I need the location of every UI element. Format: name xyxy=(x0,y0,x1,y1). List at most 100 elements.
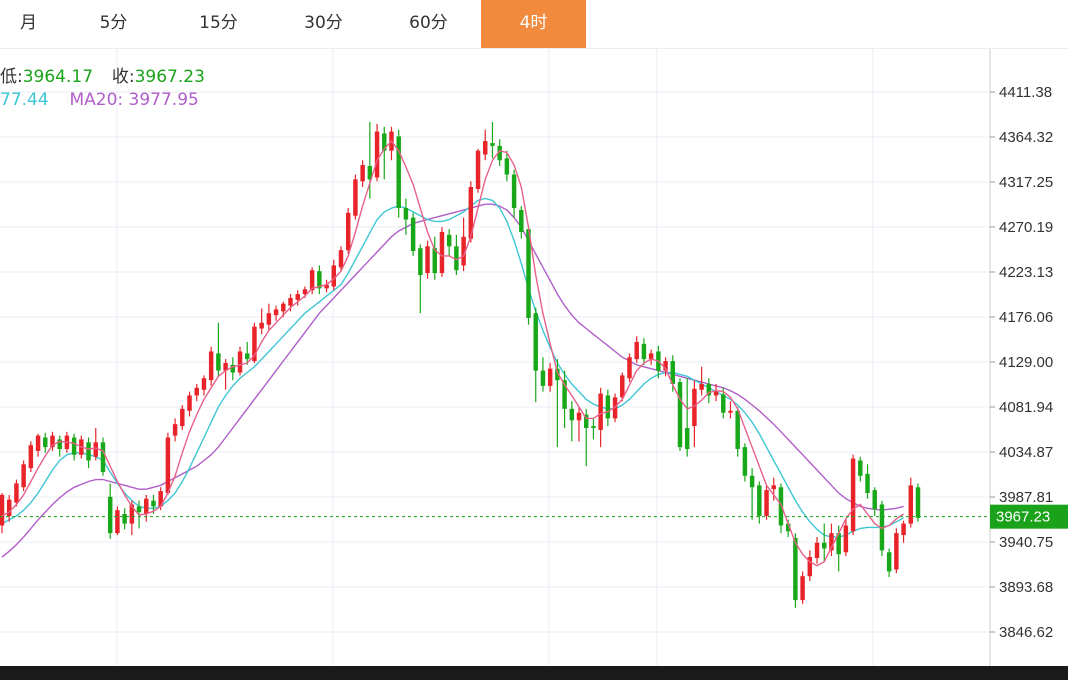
candle-body-45 xyxy=(324,284,329,289)
ma20-path xyxy=(1,203,904,558)
candle-body-20 xyxy=(144,498,149,515)
candle-body-26 xyxy=(187,395,192,411)
tab-0[interactable]: 月 xyxy=(0,0,62,48)
candle-body-65 xyxy=(468,187,474,239)
candle-body-14 xyxy=(100,442,106,472)
candle-body-81 xyxy=(583,414,589,428)
low-label: 低: xyxy=(0,67,23,87)
tab-5[interactable]: 4时 xyxy=(481,0,586,48)
candle-body-111 xyxy=(800,576,805,601)
candle-body-84 xyxy=(605,395,611,419)
tab-2[interactable]: 15分 xyxy=(166,0,272,48)
candle-body-13 xyxy=(93,442,98,457)
price-axis: 4411.38 4364.32 4317.25 4270.19 4223.13 4176.… xyxy=(990,84,1053,641)
candle-body-17 xyxy=(122,514,127,524)
candle-body-27 xyxy=(194,387,199,396)
candle-body-124 xyxy=(894,533,899,570)
candle-body-7 xyxy=(50,435,55,448)
candle-body-79 xyxy=(569,408,575,421)
candle-body-15 xyxy=(107,496,113,534)
candle-body-57 xyxy=(410,217,416,252)
candle-body-39 xyxy=(281,303,286,312)
bottom-bar xyxy=(0,666,1068,680)
y-tick-label-4: 4223.13 xyxy=(999,264,1053,281)
tab-1[interactable]: 5分 xyxy=(61,0,167,48)
last-price-line: 3967.23 xyxy=(0,504,1068,529)
candle-body-100 xyxy=(721,394,726,413)
candle-body-109 xyxy=(785,523,791,532)
candle-body-113 xyxy=(814,542,820,559)
candle-body-94 xyxy=(677,382,683,448)
candle-body-43 xyxy=(309,270,315,291)
y-tick-label-3: 4270.19 xyxy=(999,219,1053,236)
y-tick-label-6: 4129.00 xyxy=(999,354,1053,371)
candle-body-56 xyxy=(403,208,409,220)
candle-body-62 xyxy=(446,234,452,247)
candle-body-77 xyxy=(555,368,560,381)
candle-body-101 xyxy=(728,410,733,413)
ma-info: 77.44 MA20: 3977.95 xyxy=(0,90,199,110)
ma10-line xyxy=(1,197,904,538)
candle-body-73 xyxy=(526,229,531,319)
candle-body-32 xyxy=(230,364,236,373)
candle-body-122 xyxy=(879,504,885,551)
candle-body-40 xyxy=(288,297,293,306)
candle-body-5 xyxy=(35,435,41,451)
y-tick-label-7: 4081.94 xyxy=(999,399,1053,416)
candle-body-120 xyxy=(865,473,870,493)
last-price-box xyxy=(990,504,1068,529)
candle-body-95 xyxy=(684,427,690,450)
candle-body-16 xyxy=(115,510,120,534)
candle-body-99 xyxy=(713,391,719,396)
candle-body-87 xyxy=(627,357,632,379)
candle-body-6 xyxy=(43,437,48,448)
ma20-label: MA20: xyxy=(69,90,124,110)
candle-body-1 xyxy=(6,499,12,516)
candle-body-8 xyxy=(57,439,62,450)
candle-body-107 xyxy=(771,485,776,490)
tab-3[interactable]: 30分 xyxy=(271,0,377,48)
candle-body-75 xyxy=(540,370,546,386)
candle-body-71 xyxy=(511,174,517,209)
candle-body-123 xyxy=(886,552,892,572)
candle-body-68 xyxy=(490,143,495,146)
candle-body-86 xyxy=(620,375,625,398)
ma5-line xyxy=(1,140,904,567)
ma10-path xyxy=(1,197,904,538)
candle-body-116 xyxy=(836,533,841,555)
candle-body-37 xyxy=(266,313,272,325)
candle-body-64 xyxy=(461,236,466,266)
candle-body-117 xyxy=(843,525,849,553)
close-label: 收: xyxy=(111,67,135,87)
candle-body-52 xyxy=(374,131,380,178)
candle-body-82 xyxy=(591,426,596,428)
candle-body-80 xyxy=(576,412,582,421)
candle-body-2 xyxy=(14,483,19,503)
candle-body-90 xyxy=(648,353,654,360)
tab-4[interactable]: 60分 xyxy=(376,0,482,48)
candle-body-19 xyxy=(136,506,142,513)
candle-body-96 xyxy=(692,388,697,427)
candle-body-58 xyxy=(418,248,423,275)
candle-body-28 xyxy=(201,378,207,390)
candle-body-89 xyxy=(641,343,647,360)
candle-body-42 xyxy=(302,289,308,295)
candle-body-93 xyxy=(670,361,676,384)
y-tick-label-2: 4317.25 xyxy=(999,174,1053,191)
candle-body-83 xyxy=(598,393,603,430)
candle-body-127 xyxy=(915,487,921,518)
candle-body-18 xyxy=(129,504,135,524)
candle-body-0 xyxy=(0,494,5,526)
candle-body-104 xyxy=(749,475,755,488)
candle-body-103 xyxy=(742,447,748,476)
low-info: 低:3964.17 收:3967.23 xyxy=(0,62,205,87)
candle-body-69 xyxy=(497,145,502,161)
y-tick-label-11: 3893.68 xyxy=(999,579,1053,596)
ma20-value: 3977.95 xyxy=(128,90,199,110)
candle-body-85 xyxy=(612,397,618,419)
candle-body-35 xyxy=(252,326,257,362)
candle-body-55 xyxy=(396,136,401,209)
candle-body-102 xyxy=(735,410,740,450)
candle-body-118 xyxy=(850,458,856,532)
